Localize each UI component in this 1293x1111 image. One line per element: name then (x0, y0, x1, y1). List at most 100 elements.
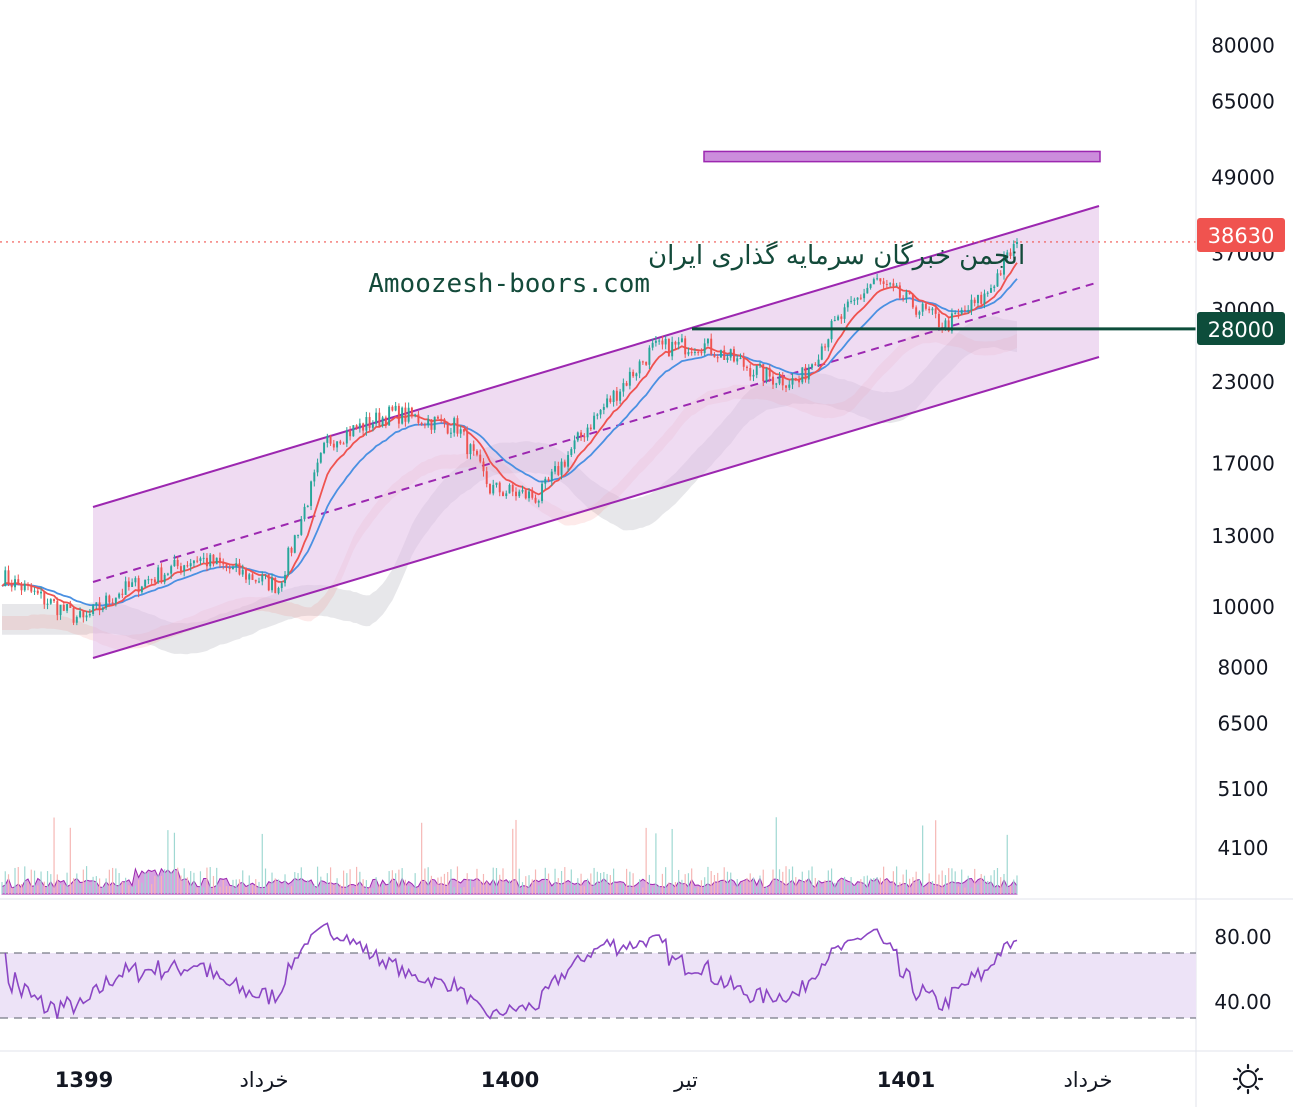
candle-body (534, 497, 537, 503)
candle-body (986, 292, 989, 294)
candle-body (108, 595, 111, 603)
candle-body (381, 417, 384, 426)
channel-upper-line[interactable] (92, 205, 1100, 508)
candle-body (166, 573, 169, 575)
candle-body (430, 419, 433, 430)
candle-body (807, 367, 810, 380)
candle-body (599, 409, 602, 415)
candle-body (362, 423, 365, 431)
candle-body (1003, 256, 1005, 275)
candle-body (775, 383, 778, 385)
rsi-axis[interactable]: 80.00 40.00 (1214, 925, 1271, 1014)
candle-body (293, 535, 296, 553)
candle-body (573, 440, 576, 450)
candle-body (820, 346, 823, 360)
candle-body (817, 359, 820, 365)
channel-lower-line[interactable] (92, 356, 1100, 659)
rsi-band (0, 953, 1196, 1018)
candle-body (856, 297, 859, 300)
candle-body (710, 338, 713, 355)
rsi-pane (0, 922, 1196, 1020)
candle-body (225, 564, 228, 568)
candle-body (303, 506, 306, 520)
candle-body (671, 341, 674, 357)
candle-body (544, 478, 547, 484)
time-label: خرداد (239, 1068, 288, 1092)
candle-body (310, 481, 313, 506)
candle-body (215, 557, 218, 565)
candle-body (622, 383, 625, 392)
candle-body (46, 603, 49, 605)
candle-body (703, 343, 706, 354)
candle-body (287, 547, 290, 575)
gear-icon[interactable] (1232, 1063, 1264, 1095)
candle-body (973, 299, 976, 304)
candle-body (785, 385, 787, 388)
candle-body (205, 557, 208, 567)
candle-body (23, 584, 26, 591)
candle-body (511, 484, 514, 492)
level-label: 28000 (1208, 318, 1275, 342)
candle-body (895, 285, 898, 287)
candle-body (228, 567, 231, 570)
candle-body (459, 429, 462, 434)
candle-body (423, 424, 426, 426)
candle-body (258, 581, 260, 583)
candle-body (905, 292, 908, 299)
resistance-rect[interactable] (703, 150, 1101, 163)
candle-body (736, 358, 739, 362)
candle-body (79, 611, 82, 618)
regression-channel[interactable] (92, 205, 1100, 659)
candle-body (602, 407, 605, 410)
candle-body (898, 285, 901, 298)
resistance-zone[interactable] (703, 150, 1101, 163)
candle-body (192, 560, 195, 564)
candle-body (547, 478, 550, 481)
candle-body (241, 569, 244, 575)
price-tick-label: 6500 (1218, 711, 1269, 735)
candle-body (778, 376, 781, 384)
candle-body (752, 374, 755, 377)
candle-body (619, 391, 622, 401)
channel-midline[interactable] (92, 281, 1100, 583)
time-label: 1399 (55, 1068, 113, 1092)
candle-body (339, 441, 342, 444)
candle-body (101, 607, 104, 610)
candle-body (420, 422, 423, 425)
candle-body (137, 578, 140, 593)
candle-body (368, 417, 371, 428)
candle-body (433, 416, 436, 430)
candle-body (27, 584, 30, 586)
candle-body (280, 583, 283, 588)
horizontal-level[interactable] (0, 241, 1196, 331)
candle-body (762, 364, 765, 382)
candle-body (768, 368, 771, 377)
candle-body (664, 338, 667, 345)
candle-body (989, 288, 992, 293)
price-tick-label: 17000 (1211, 452, 1275, 476)
candle-body (606, 398, 609, 408)
candle-body (150, 579, 153, 581)
candle-body (693, 351, 696, 353)
candle-body (456, 418, 459, 434)
candle-body (349, 430, 352, 437)
candle-body (560, 461, 563, 475)
candle-body (59, 604, 62, 616)
candle-body (66, 604, 69, 611)
candle-body (127, 581, 130, 587)
candle-body (43, 591, 46, 605)
price-tick-label: 5100 (1218, 777, 1269, 801)
time-label: تیر (673, 1068, 698, 1092)
time-axis[interactable]: 1399 خرداد 1400 تیر 1401 خرداد (55, 1068, 1113, 1092)
candle-body (902, 297, 905, 299)
candle-body (885, 283, 888, 285)
candle-body (306, 505, 309, 507)
candle-body (199, 558, 202, 561)
current-price-badge: 38630 (1197, 218, 1285, 252)
candle-body (251, 574, 254, 580)
candle-body (440, 418, 443, 420)
candle-body (131, 582, 134, 587)
candle-body (271, 577, 273, 591)
candle-body (749, 368, 752, 377)
